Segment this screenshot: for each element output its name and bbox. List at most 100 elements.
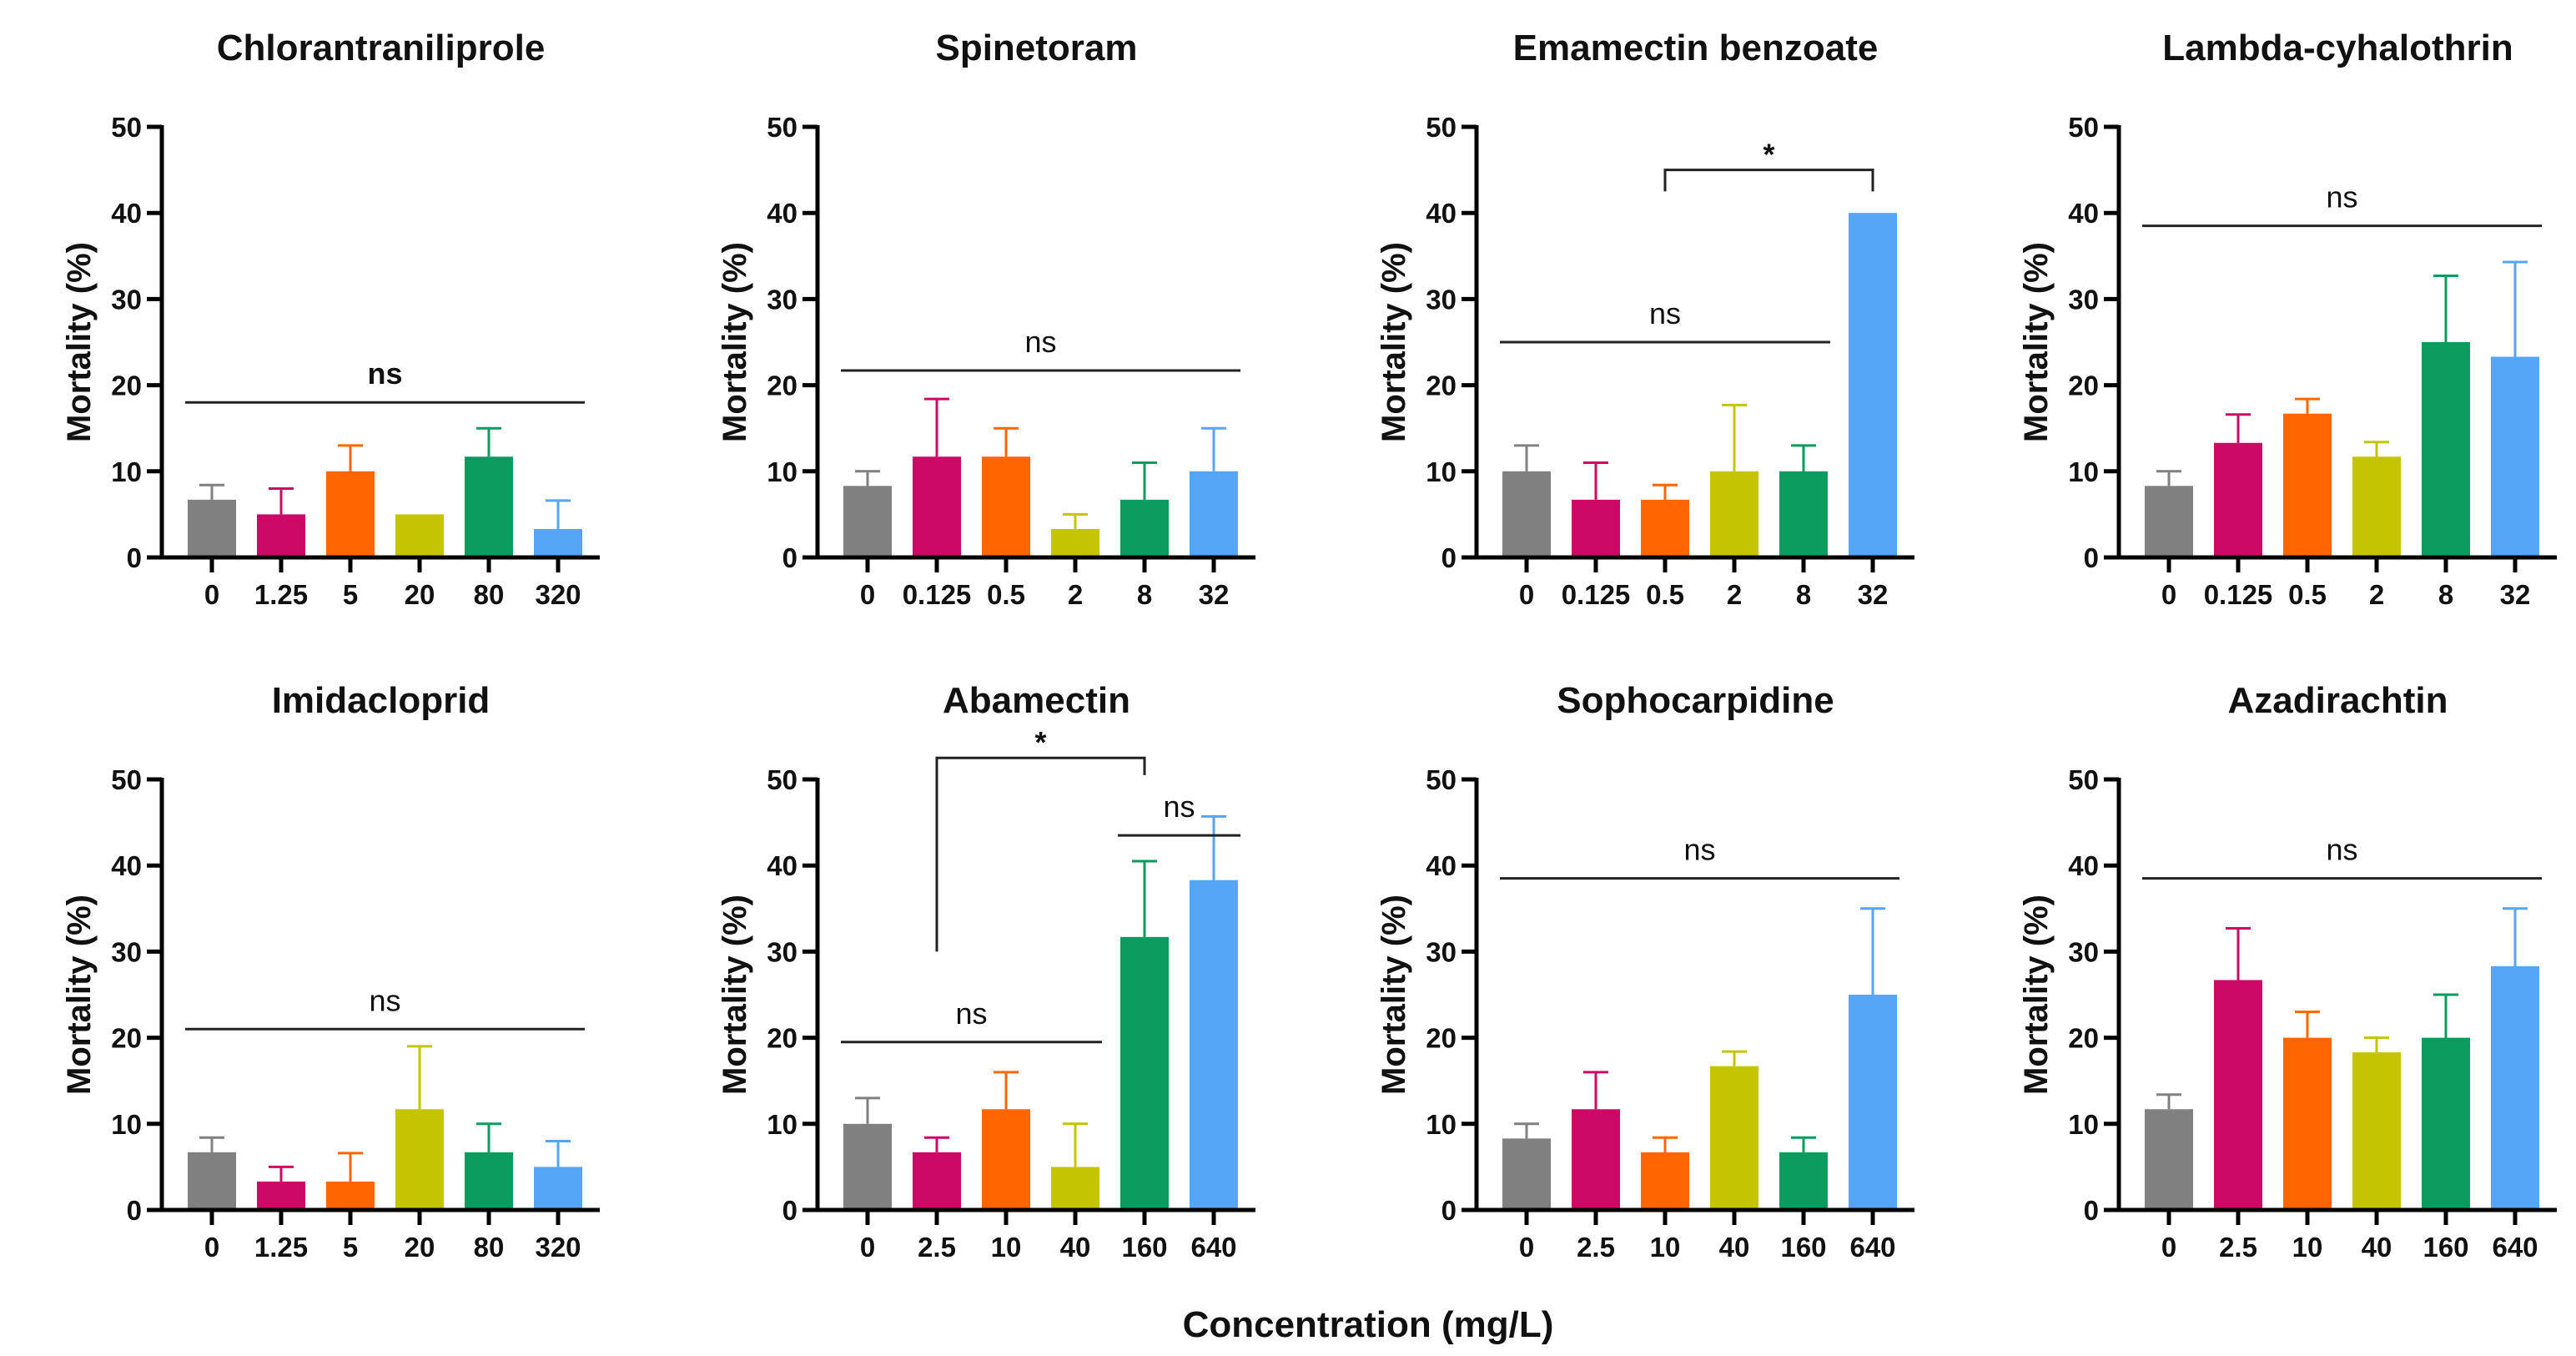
bar (465, 1152, 513, 1210)
x-tick-label: 8 (2438, 579, 2453, 610)
y-tick-label: 30 (767, 936, 797, 967)
x-tick-label: 80 (474, 579, 505, 610)
x-tick-label: 0.125 (903, 579, 972, 610)
bar (395, 514, 444, 557)
bar (913, 456, 961, 557)
bar (1641, 1152, 1689, 1210)
bar (1779, 1152, 1828, 1210)
y-tick-label: 20 (767, 1023, 797, 1054)
bar (1120, 936, 1169, 1210)
bar (1190, 471, 1238, 557)
bar (2352, 1052, 2401, 1210)
bar (1502, 471, 1551, 557)
x-tick-label: 0 (1519, 1232, 1534, 1263)
bar (1051, 528, 1099, 557)
y-tick-label: 10 (767, 456, 797, 487)
y-tick-label: 20 (111, 371, 142, 401)
x-tick-label: 320 (535, 1232, 581, 1263)
y-tick-label: 20 (2068, 371, 2099, 401)
bar (1710, 471, 1758, 557)
y-tick-label: 10 (2068, 1109, 2099, 1140)
x-tick-label: 640 (1190, 1232, 1236, 1263)
x-tick-label: 2 (1727, 579, 1742, 610)
x-tick-label: 1.25 (254, 579, 308, 610)
y-axis-label: Mortality (%) (717, 242, 753, 442)
y-tick-label: 10 (2068, 456, 2099, 487)
y-tick-label: 30 (767, 284, 797, 315)
x-tick-label: 40 (2362, 1232, 2392, 1263)
x-tick-label: 320 (535, 579, 581, 610)
x-tick-label: 80 (474, 1232, 505, 1263)
panel-chlorantraniliprole: Chlorantraniliprole 0 1.25 5 20 80 320 0 10 20 30 4… (61, 28, 600, 610)
y-tick-label: 30 (1426, 284, 1457, 315)
bar (2283, 413, 2332, 557)
y-tick-label: 20 (767, 371, 797, 401)
x-tick-label: 40 (1719, 1232, 1750, 1263)
bar (982, 456, 1030, 557)
panel-title: Imidacloprid (272, 680, 491, 721)
bar (257, 514, 305, 557)
bar (2491, 356, 2539, 557)
y-tick-label: 0 (1441, 1195, 1457, 1226)
bar (188, 1152, 236, 1210)
x-tick-label: 0 (860, 1232, 875, 1263)
x-tick-label: 20 (405, 1232, 435, 1263)
panel-emamectin-benzoate: Emamectin benzoate 0 0.125 0.5 2 8 32 0 10 20 30 40… (1376, 28, 1914, 610)
significance-bracket (1663, 169, 1874, 192)
y-tick-label: 50 (1426, 764, 1457, 795)
y-tick-label: 10 (767, 1109, 797, 1140)
significance-label: ns (955, 996, 987, 1031)
y-tick-label: 40 (111, 198, 142, 229)
y-tick-label: 30 (2068, 284, 2099, 315)
bar (843, 486, 892, 557)
bar (465, 456, 513, 557)
significance-label: ns (2326, 833, 2357, 867)
x-tick-label: 0 (2161, 1232, 2176, 1263)
y-tick-label: 30 (111, 284, 142, 315)
panel-title: Lambda-cyhalothrin (2162, 28, 2513, 68)
significance-label: ns (2326, 180, 2357, 214)
x-tick-label: 1.25 (254, 1232, 308, 1263)
y-tick-label: 40 (767, 198, 797, 229)
y-tick-label: 10 (111, 456, 142, 487)
panel-abamectin: Abamectin 0 2.5 10 40 160 640 0 10 20 30 40 50 Mortal… (717, 680, 1255, 1263)
bar (257, 1181, 305, 1210)
bar (2352, 456, 2401, 557)
significance-label: ns (1649, 296, 1681, 330)
y-tick-label: 10 (111, 1109, 142, 1140)
panel-title: Azadirachtin (2227, 680, 2448, 721)
y-tick-label: 30 (111, 936, 142, 967)
y-tick-label: 50 (111, 764, 142, 795)
x-tick-label: 0 (204, 579, 219, 610)
x-tick-label: 40 (1060, 1232, 1091, 1263)
significance-bracket (935, 756, 1146, 952)
y-tick-label: 10 (1426, 1109, 1457, 1140)
y-axis-label: Mortality (%) (61, 895, 98, 1095)
x-tick-label: 640 (1849, 1232, 1895, 1263)
x-tick-label: 0.5 (987, 579, 1025, 610)
x-tick-label: 8 (1796, 579, 1811, 610)
x-tick-label: 0 (1519, 579, 1534, 610)
x-tick-label: 2 (1068, 579, 1083, 610)
panel-sophocarpidine: Sophocarpidine 0 2.5 10 40 160 640 0 10 20 30 40 50 M… (1376, 680, 1914, 1263)
x-tick-label: 8 (1137, 579, 1152, 610)
x-tick-label: 2.5 (1577, 1232, 1615, 1263)
y-tick-label: 30 (2068, 936, 2099, 967)
panel-lambda-cyhalothrin: Lambda-cyhalothrin 0 0.125 0.5 2 8 32 0 10 20 30 40… (2018, 28, 2557, 610)
panel-title: Abamectin (943, 680, 1130, 721)
bar (534, 1167, 582, 1210)
bar (1502, 1138, 1551, 1210)
x-tick-label: 0 (204, 1232, 219, 1263)
y-tick-label: 50 (2068, 112, 2099, 143)
x-tick-label: 0.5 (1646, 579, 1684, 610)
bar (1641, 499, 1689, 557)
significance-label: ns (1024, 325, 1056, 359)
x-axis-label: Concentration (mg/L) (1183, 1304, 1554, 1345)
y-tick-label: 0 (782, 1195, 797, 1226)
x-tick-label: 20 (405, 579, 435, 610)
significance-label: ns (1683, 833, 1715, 867)
panel-spinetoram: Spinetoram 0 0.125 0.5 2 8 32 0 10 20 30 40 50 Mortal… (717, 28, 1255, 610)
y-tick-label: 0 (2084, 542, 2099, 573)
x-tick-label: 0 (860, 579, 875, 610)
